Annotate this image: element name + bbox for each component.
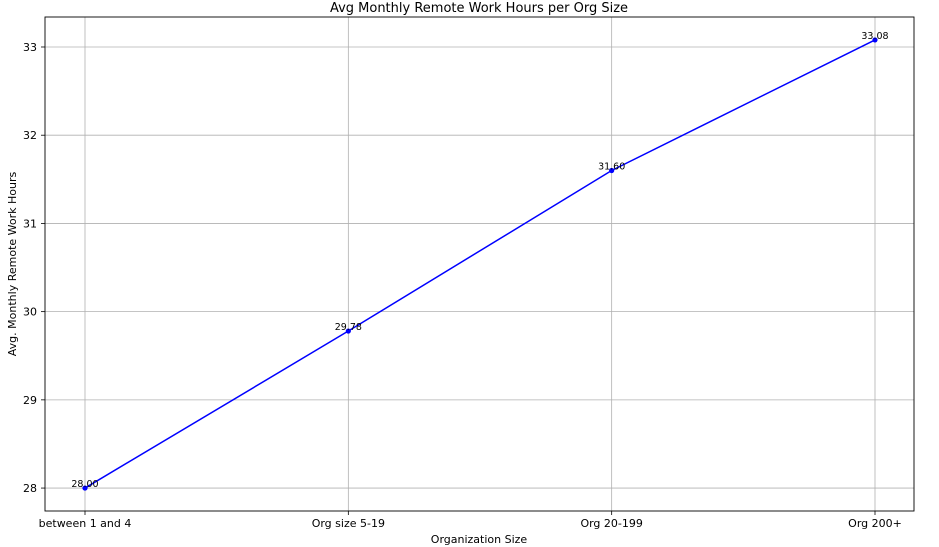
data-point bbox=[872, 37, 878, 43]
chart-title: Avg Monthly Remote Work Hours per Org Si… bbox=[330, 1, 628, 16]
series: 28.00 29.78 31.60 33.08 bbox=[71, 31, 889, 491]
x-tick-label: Org 200+ bbox=[848, 517, 902, 530]
data-label: 33.08 bbox=[861, 31, 888, 42]
x-tick-label: Org size 5-19 bbox=[312, 517, 385, 530]
y-tick-label: 30 bbox=[23, 306, 37, 319]
axis-ticks: between 1 and 4 Org size 5-19 Org 20-199 Or… bbox=[23, 41, 902, 530]
data-label: 28.00 bbox=[71, 479, 98, 490]
series-line bbox=[84, 39, 876, 489]
y-tick-label: 29 bbox=[23, 394, 37, 407]
y-tick-label: 31 bbox=[23, 217, 37, 230]
y-axis-label: Avg. Monthly Remote Work Hours bbox=[6, 172, 19, 357]
y-tick-label: 32 bbox=[23, 129, 37, 142]
y-tick-label: 28 bbox=[23, 482, 37, 495]
data-point bbox=[82, 485, 88, 491]
y-tick-label: 33 bbox=[23, 41, 37, 54]
data-label: 31.60 bbox=[598, 161, 625, 172]
data-point bbox=[609, 167, 615, 174]
data-label: 29.78 bbox=[335, 322, 362, 333]
x-tick-label: Org 20-199 bbox=[580, 517, 642, 530]
plot-frame bbox=[44, 16, 915, 512]
data-point bbox=[345, 328, 351, 334]
grid bbox=[45, 17, 914, 511]
x-tick-label: between 1 and 4 bbox=[39, 517, 132, 530]
x-axis-label: Organization Size bbox=[431, 533, 528, 546]
